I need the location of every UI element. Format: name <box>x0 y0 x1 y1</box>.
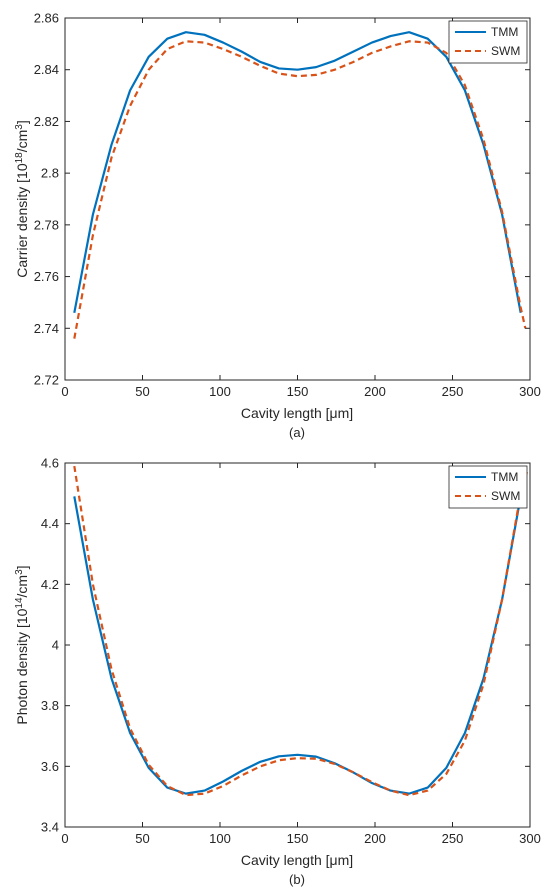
x-tick-label-b: 150 <box>287 831 309 846</box>
x-tick-label-a: 50 <box>135 384 149 399</box>
legend-box-a <box>448 20 528 64</box>
x-ticks-b: 0 50 100 150 200 250 300 <box>61 463 541 846</box>
x-tick-label-a: 150 <box>287 384 309 399</box>
y-ticks-b: 3.4 3.6 3.8 4 4.2 4.4 4.6 <box>41 456 530 835</box>
y-tick-label-a: 2.82 <box>34 114 59 129</box>
x-tick-label-b: 300 <box>519 831 541 846</box>
y-tick-label-a: 2.74 <box>34 321 59 336</box>
y-tick-label-b: 4 <box>52 638 59 653</box>
y-tick-label-b: 4.4 <box>41 516 59 531</box>
series-layer-a <box>73 31 527 339</box>
y-tick-label-a: 2.78 <box>34 217 59 232</box>
legend-box-b <box>448 465 528 509</box>
x-tick-label-b: 250 <box>442 831 464 846</box>
chart-panel-b: 0 50 100 150 200 250 300 3.4 3.6 3.8 4 4.2 4.4 4.6 C… <box>14 456 541 888</box>
y-tick-label-b: 4.6 <box>41 456 59 471</box>
legend-label-swm-b: SWM <box>491 489 520 503</box>
x-tick-label-a: 0 <box>61 384 68 399</box>
legend-label-tmm-a: TMM <box>491 25 518 39</box>
y-tick-label-a: 2.86 <box>34 11 59 26</box>
x-axis-label-a: Cavity length [μm] <box>241 405 353 421</box>
y-tick-label-b: 4.2 <box>41 577 59 592</box>
series-layer-b <box>73 465 528 797</box>
legend-b: TMM SWM <box>448 465 528 509</box>
y-tick-label-a: 2.84 <box>34 62 59 77</box>
panel-label-b: (b) <box>289 872 305 887</box>
x-axis-label-b: Cavity length [μm] <box>241 852 353 868</box>
x-tick-label-b: 200 <box>364 831 386 846</box>
x-ticks-a: 0 50 100 150 200 250 300 <box>61 18 541 399</box>
series-line-tmm-b <box>73 496 522 795</box>
series-line-swm-b <box>73 465 528 797</box>
plot-area-b <box>64 462 531 828</box>
x-tick-label-b: 0 <box>61 831 68 846</box>
x-tick-label-a: 300 <box>519 384 541 399</box>
panel-label-a: (a) <box>289 425 305 440</box>
plot-area-a <box>64 17 531 381</box>
x-tick-label-b: 100 <box>209 831 231 846</box>
y-tick-label-b: 3.6 <box>41 759 59 774</box>
chart-panel-a: 0 50 100 150 200 250 300 2.722.742.762.782.82.… <box>14 11 541 441</box>
y-tick-label-a: 2.76 <box>34 269 59 284</box>
x-tick-label-b: 50 <box>135 831 149 846</box>
y-ticks-a: 2.72 2.74 2.76 2.78 2.8 2.82 2.84 2.86 <box>34 11 530 388</box>
y-tick-label-a: 2.8 <box>41 166 59 181</box>
series-line-swm-a <box>73 40 527 339</box>
x-tick-label-a: 250 <box>442 384 464 399</box>
y-axis-label-b: Photon density [1014​/cm3​] <box>14 565 30 724</box>
series-line-tmm-a <box>73 31 522 313</box>
x-tick-label-a: 100 <box>209 384 231 399</box>
legend-label-swm-a: SWM <box>491 44 520 58</box>
y-axis-label-a: Carrier density [1018​/cm3​] <box>14 120 30 278</box>
y-tick-label-b: 3.8 <box>41 698 59 713</box>
x-tick-label-a: 200 <box>364 384 386 399</box>
legend-label-tmm-b: TMM <box>491 470 518 484</box>
legend-a: TMM SWM <box>448 20 528 64</box>
y-tick-label-b: 3.4 <box>41 820 59 835</box>
y-tick-label-a: 2.72 <box>34 373 59 388</box>
